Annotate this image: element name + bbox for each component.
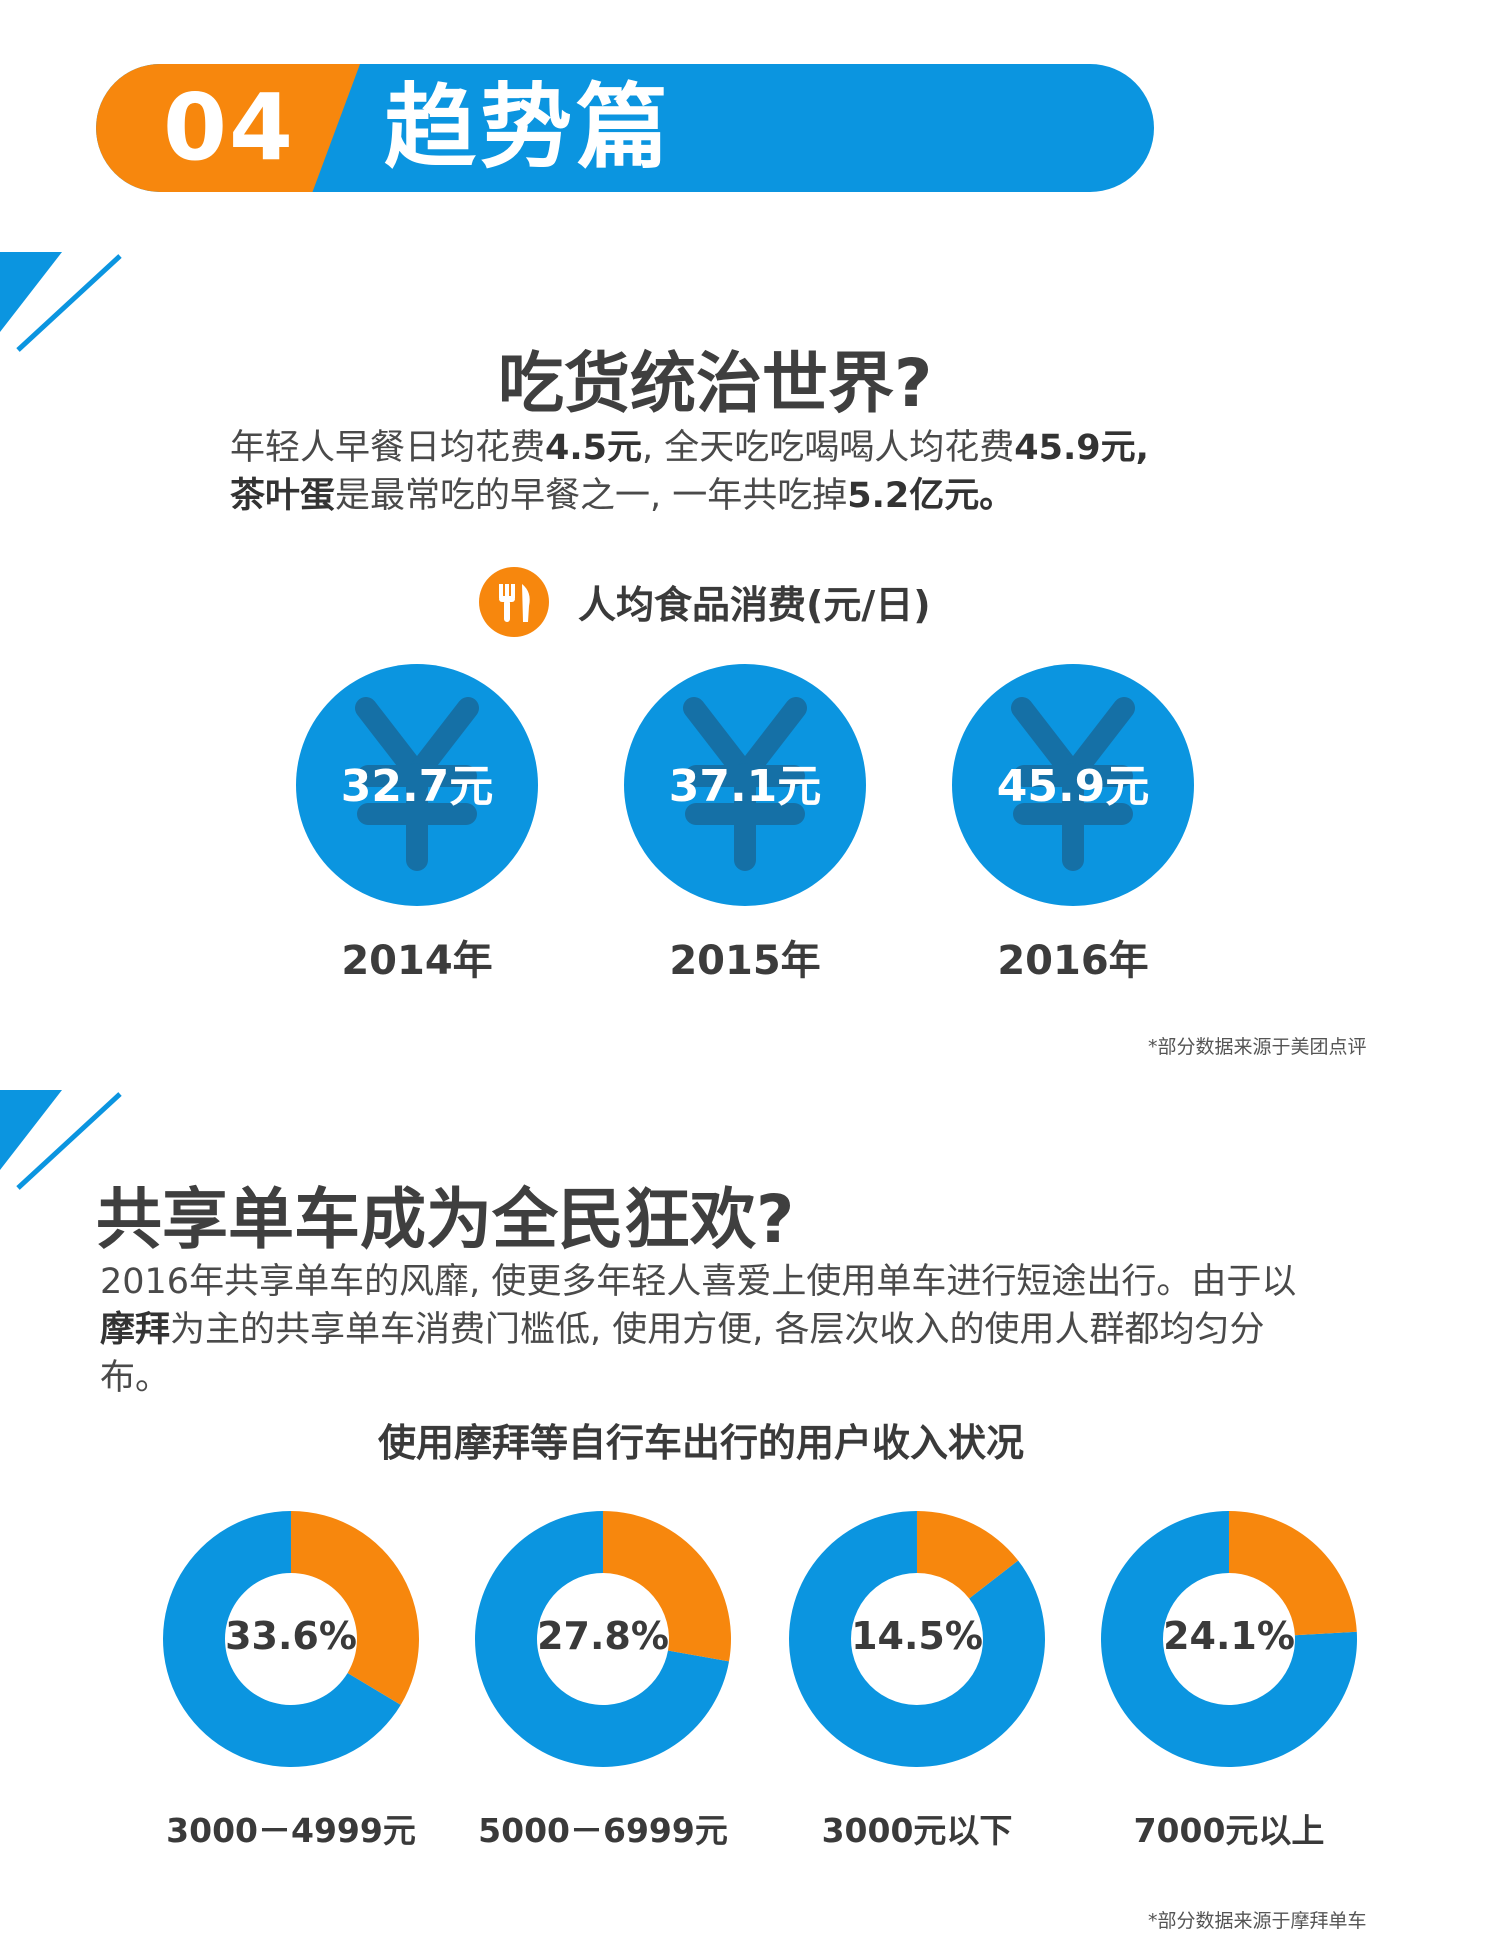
section1-paragraph: 年轻人早餐日均花费4.5元, 全天吃吃喝喝人均花费45.9元, 茶叶蛋是最常吃的早… xyxy=(230,424,1330,520)
donut-value-segment xyxy=(603,1511,731,1662)
paragraph-text: 2016年共享单车的风靡, 使更多年轻人喜爱上使用单车进行短途出行。由于以 xyxy=(100,1262,1297,1302)
banner-title: 趋势篇 xyxy=(384,74,673,181)
income-donut: 14.5% xyxy=(786,1508,1048,1770)
donut-category-label: 3000－4999元 xyxy=(166,1811,416,1850)
section2-title: 共享单车成为全民狂欢? xyxy=(96,1181,795,1258)
donut-value-segment xyxy=(1229,1511,1357,1636)
highlight-text: 茶叶蛋 xyxy=(230,476,336,516)
donut-category-label: 7000元以上 xyxy=(1133,1811,1325,1850)
banner-number: 04 xyxy=(162,74,296,181)
donut-rest-segment xyxy=(1101,1511,1357,1767)
food-year-label: 2014年 xyxy=(341,938,493,984)
highlight-text: 4.5元 xyxy=(545,428,643,468)
donut-rest-segment xyxy=(163,1511,401,1767)
donut-percent-label: 14.5% xyxy=(851,1614,983,1658)
paragraph-text: 布。 xyxy=(100,1358,171,1398)
yuan-icon xyxy=(683,697,807,871)
food-year-label: 2015年 xyxy=(669,938,821,984)
paragraph-text: 是最常吃的早餐之一, 一年共吃掉 xyxy=(335,476,848,516)
paragraph-text: 为主的共享单车消费门槛低, 使用方便, 各层次收入的使用人群都均匀分 xyxy=(170,1310,1265,1350)
income-donut: 24.1% xyxy=(1098,1508,1360,1770)
food-year-label: 2016年 xyxy=(997,938,1149,984)
food-value-circle: 32.7元 xyxy=(296,664,538,906)
donut-category-label: 5000－6999元 xyxy=(478,1811,728,1850)
food-value-label: 45.9元 xyxy=(996,761,1150,812)
donut-percent-label: 33.6% xyxy=(225,1614,357,1658)
food-value-circle: 37.1元 xyxy=(624,664,866,906)
donut-percent-label: 27.8% xyxy=(537,1614,669,1658)
donut-percent-label: 24.1% xyxy=(1163,1614,1295,1658)
banner-number-badge xyxy=(96,64,360,192)
section2-source: *部分数据来源于摩拜单车 xyxy=(1148,1910,1367,1932)
donut-rest-segment xyxy=(475,1511,730,1767)
paragraph-text: , 全天吃吃喝喝人均花费 xyxy=(642,428,1015,468)
stripe-decoration xyxy=(0,252,122,352)
donut-rest-segment xyxy=(789,1511,1045,1767)
highlight-text: 摩拜 xyxy=(100,1310,171,1350)
donut-category-label: 3000元以下 xyxy=(821,1811,1013,1850)
section-banner: 04 趋势篇 xyxy=(96,64,1154,192)
yuan-icon xyxy=(1011,697,1135,871)
donut-value-segment xyxy=(917,1511,1019,1599)
section1-source: *部分数据来源于美团点评 xyxy=(1148,1036,1367,1058)
income-chart-title: 使用摩拜等自行车出行的用户收入状况 xyxy=(378,1421,1025,1465)
donut-value-segment xyxy=(291,1511,419,1705)
highlight-text: 5.2亿元。 xyxy=(847,476,1015,516)
section2-paragraph: 2016年共享单车的风靡, 使更多年轻人喜爱上使用单车进行短途出行。由于以 摩拜为… xyxy=(100,1258,1460,1402)
food-value-circle: 45.9元 xyxy=(952,664,1194,906)
fork-knife-icon xyxy=(479,567,549,637)
highlight-text: 45.9元, xyxy=(1014,428,1149,468)
paragraph-text: 年轻人早餐日均花费 xyxy=(230,428,546,468)
food-value-label: 37.1元 xyxy=(668,761,822,812)
income-donut: 27.8% xyxy=(472,1508,734,1770)
food-value-label: 32.7元 xyxy=(340,761,494,812)
section1-title: 吃货统治世界? xyxy=(498,345,933,422)
yuan-icon xyxy=(355,697,479,871)
stripe-decoration xyxy=(0,1090,122,1190)
income-donut: 33.6% xyxy=(160,1508,422,1770)
food-chart-title: 人均食品消费(元/日) xyxy=(578,583,931,627)
